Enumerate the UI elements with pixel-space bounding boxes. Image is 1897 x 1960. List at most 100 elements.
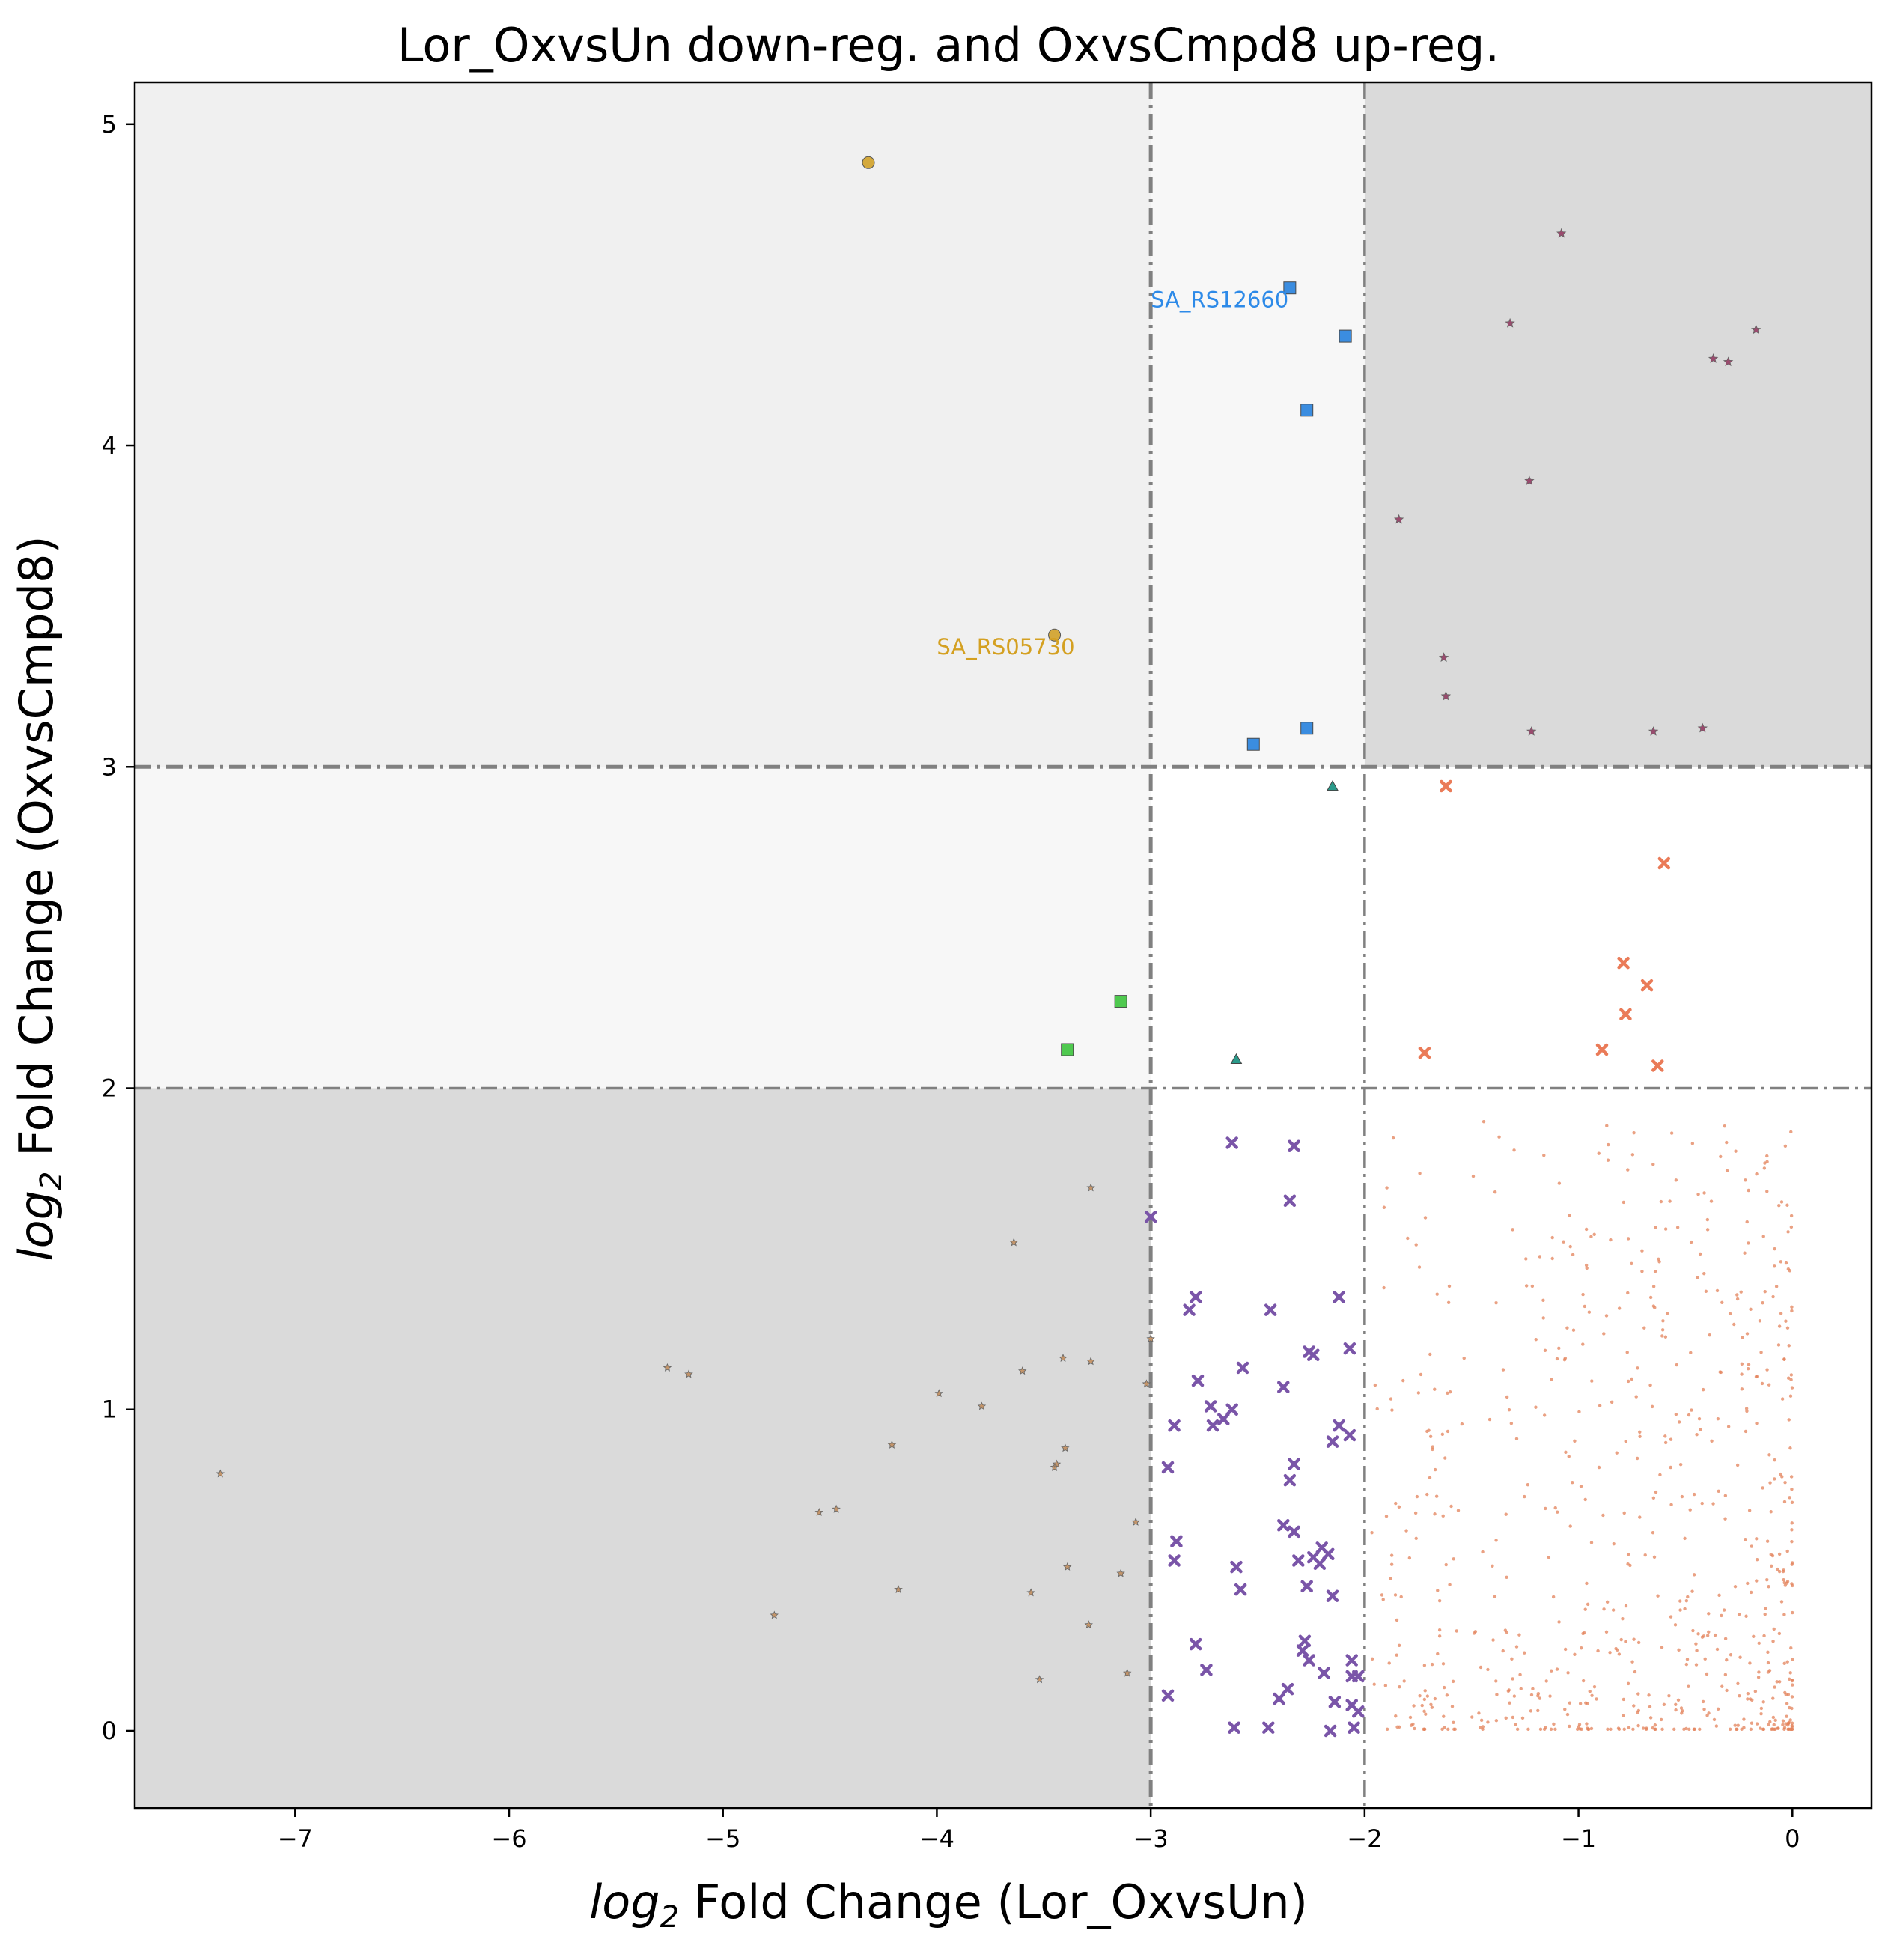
point-s8-453: [1515, 1727, 1520, 1732]
point-s8-511: [1790, 1305, 1794, 1309]
point-s8-396: [1578, 1702, 1583, 1705]
point-s8-128: [1565, 1712, 1570, 1717]
point-s8-299: [1590, 1379, 1594, 1383]
point-s7-4: [814, 1508, 823, 1516]
threshold-lines: [135, 82, 1872, 1808]
point-s8-608: [1674, 1708, 1678, 1712]
point-s6-5: [1183, 1303, 1196, 1316]
point-s8-674: [1767, 1383, 1771, 1387]
point-s8-499: [1636, 1711, 1639, 1714]
point-s8-454: [1667, 1693, 1671, 1698]
point-s8-530: [1586, 1726, 1589, 1730]
point-s8-351: [1672, 1727, 1676, 1732]
point-s8-379: [1790, 1539, 1794, 1544]
point-s8-123: [1767, 1723, 1770, 1727]
point-s8-147: [1759, 1712, 1763, 1716]
point-s8-535: [1759, 1706, 1764, 1711]
point-s8-633: [1541, 1298, 1545, 1303]
point-s8-444: [1786, 1267, 1791, 1271]
point-s8-50: [1635, 1456, 1639, 1461]
point-s8-694: [1423, 1216, 1428, 1220]
point-s8-200: [1504, 1716, 1508, 1720]
point-s8-237: [1622, 1697, 1626, 1702]
point-s8-71: [1756, 1676, 1761, 1679]
point-s8-567: [1785, 1580, 1790, 1583]
point-s8-573: [1404, 1529, 1408, 1533]
y-tick-label-2: 2: [102, 1074, 117, 1103]
point-s8-569: [1437, 1628, 1442, 1632]
point-s8-167: [1789, 1475, 1794, 1479]
point-s8-134: [1788, 1677, 1791, 1681]
point-s8-218: [1493, 1595, 1497, 1598]
point-s8-304: [1766, 1670, 1770, 1674]
point-s8-303: [1564, 1450, 1568, 1455]
point-s8-552: [1692, 1492, 1696, 1497]
point-s8-83: [1566, 1671, 1570, 1675]
point-s7-20: [1086, 1357, 1095, 1366]
point-s8-38: [1690, 1589, 1694, 1593]
point-s8-100: [1633, 1670, 1637, 1674]
point-s8-482: [1705, 1228, 1710, 1232]
point-s8-260: [1622, 1714, 1625, 1718]
point-s8-622: [1719, 1370, 1723, 1375]
point-s8-647: [1597, 1151, 1601, 1155]
point-s8-577: [1701, 1387, 1705, 1392]
point-s8-481: [1583, 1631, 1586, 1635]
point-s0-1: [1048, 628, 1062, 642]
series-0: [862, 156, 1062, 642]
point-s8-615: [1486, 1667, 1490, 1672]
point-s8-116: [1622, 1511, 1626, 1515]
point-s8-58: [1562, 1358, 1567, 1362]
point-s8-151: [1678, 1462, 1683, 1467]
point-s8-371: [1786, 1693, 1791, 1696]
point-s8-507: [1782, 1661, 1786, 1666]
point-s6-56: [1348, 1721, 1360, 1734]
point-s8-375: [1630, 1377, 1633, 1381]
point-s8-325: [1519, 1687, 1523, 1690]
point-s6-25: [1277, 1519, 1290, 1532]
point-s8-320: [1765, 1578, 1769, 1582]
point-s8-271: [1636, 1640, 1641, 1645]
point-s8-125: [1508, 1701, 1511, 1705]
point-s8-276: [1542, 1727, 1547, 1732]
point-s8-207: [1680, 1494, 1684, 1499]
point-s8-311: [1684, 1598, 1689, 1603]
point-s8-613: [1770, 1564, 1773, 1568]
point-s8-654: [1777, 1203, 1781, 1208]
point-s8-258: [1740, 1362, 1744, 1366]
point-s8-630: [1446, 1429, 1450, 1434]
point-s8-172: [1607, 1142, 1610, 1147]
point-s8-196: [1700, 1635, 1705, 1639]
point-s7-17: [1061, 1443, 1070, 1452]
point-s8-605: [1663, 1440, 1668, 1445]
point-s8-254: [1630, 1261, 1633, 1266]
point-s8-95: [1750, 1721, 1754, 1725]
x-tick-label-5: −2: [1347, 1824, 1382, 1853]
point-s8-122: [1657, 1260, 1661, 1264]
point-s5-2: [1617, 956, 1630, 970]
x-tick-label-0: −7: [278, 1824, 313, 1853]
point-s8-85: [1422, 1697, 1427, 1702]
point-s8-337: [1555, 1667, 1559, 1671]
point-s8-555: [1677, 1648, 1681, 1652]
x-axis-label: log2 Fold Change (Lor_OxvsUn): [589, 1875, 1308, 1935]
point-s8-42: [1436, 1589, 1440, 1592]
point-s8-317: [1619, 1637, 1623, 1642]
point-s8-516: [1563, 1647, 1568, 1652]
point-s8-225: [1777, 1324, 1782, 1328]
point-s8-414: [1765, 1539, 1770, 1543]
point-s8-504: [1514, 1645, 1519, 1649]
point-s6-3: [1144, 1210, 1157, 1223]
x-axis-label-log: log: [589, 1875, 660, 1929]
point-s6-18: [1168, 1419, 1181, 1432]
point-s8-77: [1779, 1260, 1783, 1264]
point-s8-339: [1547, 1555, 1551, 1559]
y-tick-label-1: 1: [102, 1396, 117, 1424]
point-s8-127: [1523, 1494, 1526, 1499]
point-s4-1: [1061, 1043, 1074, 1056]
point-s8-86: [1784, 1261, 1788, 1265]
annotation-0: SA_RS12660: [1151, 287, 1288, 312]
point-s8-109: [1703, 1657, 1707, 1661]
point-s8-40: [1674, 1178, 1678, 1182]
point-s8-385: [1583, 1497, 1587, 1502]
